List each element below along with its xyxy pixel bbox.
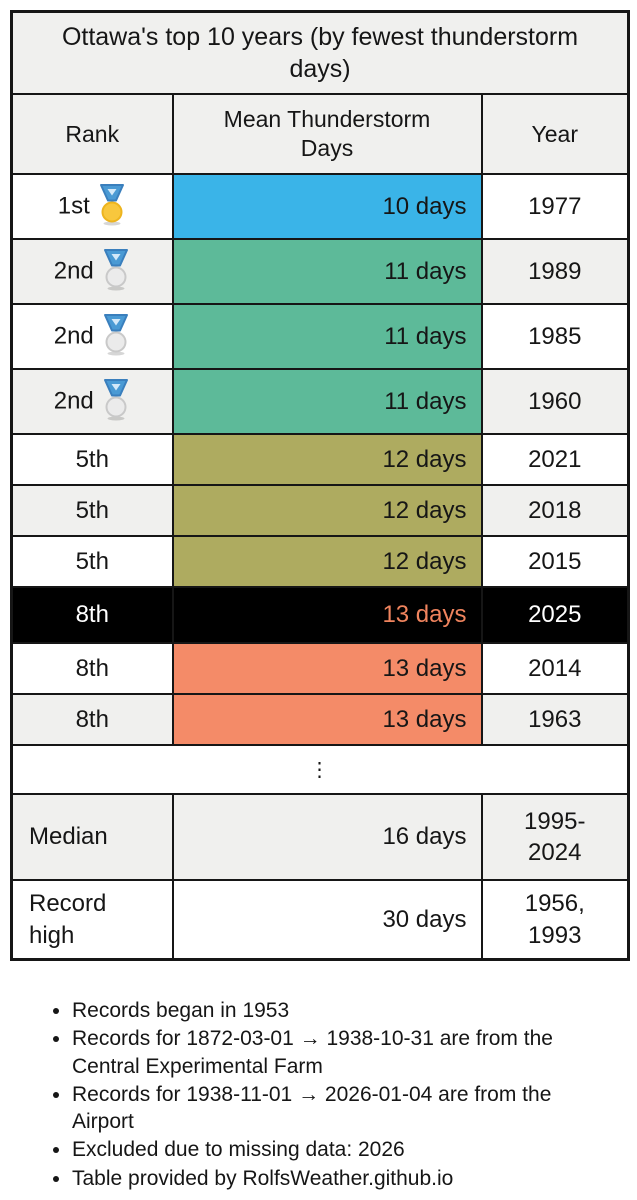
footnote: Excluded due to missing data: 2026: [72, 1136, 584, 1163]
days-cell: 11 days: [171, 303, 483, 370]
year-range: 1995-2024: [524, 807, 586, 866]
rank-cell: 2nd: [10, 303, 174, 370]
title-row: Ottawa's top 10 years (by fewest thunder…: [10, 10, 630, 95]
footnote: Records began in 1953: [72, 997, 584, 1024]
record-high-row: Record high 30 days 1956, 1993: [10, 879, 630, 961]
rank-cell: 8th: [10, 642, 174, 695]
footnote: Records for 1872-03-01 → 1938-10-31 are …: [72, 1025, 584, 1080]
column-header-rank: Rank: [10, 93, 174, 175]
rank-label: 2nd: [53, 321, 94, 349]
year-cell: 2014: [480, 642, 630, 695]
table-row-highlighted-2025: 8th 13 days 2025: [10, 586, 630, 644]
ellipsis-row: ⋮: [10, 744, 630, 795]
days-cell: 11 days: [171, 368, 483, 435]
summary-label-cell: Record high: [10, 879, 174, 961]
column-header-days: Mean Thunderstorm Days: [171, 93, 483, 175]
thunderstorm-stats-table: Ottawa's top 10 years (by fewest thunder…: [10, 10, 631, 961]
table-row: 2nd 11 days 1960: [10, 368, 630, 435]
rank-cell: 2nd: [10, 238, 174, 305]
silver-medal-icon: [103, 378, 128, 420]
rank-label: 2nd: [53, 256, 94, 284]
year-cell: 2021: [480, 433, 630, 486]
rank-cell: 5th: [10, 535, 174, 588]
year-cell: 1960: [480, 368, 630, 435]
gold-medal-icon: [99, 183, 124, 225]
footnote: Table provided by RolfsWeather.github.io: [72, 1165, 584, 1192]
header-row: Rank Mean Thunderstorm Days Year: [10, 93, 630, 175]
column-header-year: Year: [480, 93, 630, 175]
summary-label-cell: Median: [10, 793, 174, 881]
year-cell: 1963: [480, 693, 630, 746]
rank-cell: 5th: [10, 484, 174, 537]
year-cell: 1956, 1993: [480, 879, 630, 961]
days-cell: 12 days: [171, 433, 483, 486]
rank-cell: 2nd: [10, 368, 174, 435]
footnotes-list: Records began in 1953 Records for 1872-0…: [44, 997, 617, 1192]
year-cell: 2025: [480, 586, 630, 644]
days-cell: 30 days: [171, 879, 483, 961]
table-row: 2nd 11 days 1989: [10, 238, 630, 305]
days-cell: 13 days: [171, 693, 483, 746]
days-cell: 11 days: [171, 238, 483, 305]
rank-cell: 5th: [10, 433, 174, 486]
rank-label: 1st: [57, 191, 90, 219]
rank-label: 2nd: [53, 386, 94, 414]
year-cell: 1995-2024: [480, 793, 630, 881]
rank-cell: 1st: [10, 173, 174, 240]
rank-cell: 8th: [10, 693, 174, 746]
days-cell: 10 days: [171, 173, 483, 240]
year-cell: 2018: [480, 484, 630, 537]
days-cell: 13 days: [171, 642, 483, 695]
year-cell: 1977: [480, 173, 630, 240]
days-cell: 13 days: [171, 586, 483, 644]
days-cell: 16 days: [171, 793, 483, 881]
days-cell: 12 days: [171, 484, 483, 537]
silver-medal-icon: [103, 313, 128, 355]
table-row: 1st 10 days 1977: [10, 173, 630, 240]
median-row: Median 16 days 1995-2024: [10, 793, 630, 881]
column-header-days-label: Mean Thunderstorm Days: [223, 106, 431, 161]
table-row: 5th 12 days 2018: [10, 484, 630, 537]
silver-medal-icon: [103, 248, 128, 290]
year-list: 1956, 1993: [524, 890, 585, 949]
table-row: 2nd 11 days 1985: [10, 303, 630, 370]
days-cell: 12 days: [171, 535, 483, 588]
summary-label: Record high: [29, 890, 107, 949]
ellipsis-indicator: ⋮: [10, 744, 630, 795]
table-title: Ottawa's top 10 years (by fewest thunder…: [10, 10, 630, 95]
footnote: Records for 1938-11-01 → 2026-01-04 are …: [72, 1081, 584, 1136]
year-cell: 2015: [480, 535, 630, 588]
table-row: 8th 13 days 2014: [10, 642, 630, 695]
year-cell: 1985: [480, 303, 630, 370]
year-cell: 1989: [480, 238, 630, 305]
table-row: 8th 13 days 1963: [10, 693, 630, 746]
table-row: 5th 12 days 2015: [10, 535, 630, 588]
table-row: 5th 12 days 2021: [10, 433, 630, 486]
rank-cell: 8th: [10, 586, 174, 644]
